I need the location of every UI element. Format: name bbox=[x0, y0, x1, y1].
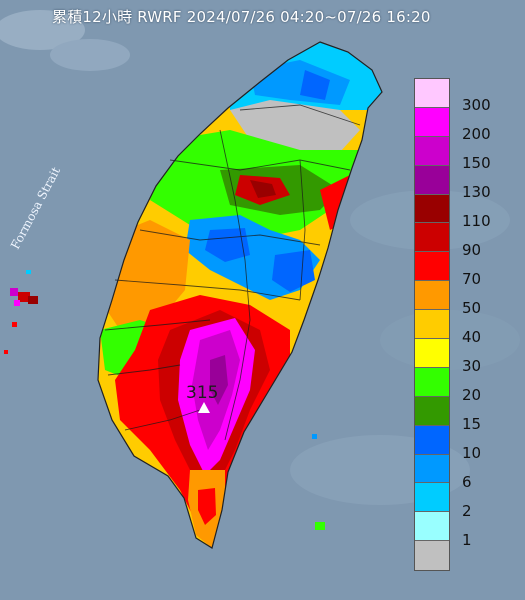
legend-label: 90 bbox=[462, 241, 482, 259]
legend-swatch bbox=[415, 223, 449, 253]
legend-label: 30 bbox=[462, 357, 482, 375]
legend-swatch bbox=[415, 252, 449, 282]
legend-label: 110 bbox=[462, 212, 491, 230]
legend-label: 2 bbox=[462, 502, 472, 520]
legend-swatch bbox=[415, 165, 449, 195]
legend-label: 20 bbox=[462, 386, 482, 404]
legend-swatch bbox=[415, 339, 449, 368]
legend-swatch bbox=[415, 194, 449, 224]
legend-swatch bbox=[415, 79, 449, 108]
legend-swatch bbox=[415, 396, 449, 426]
legend-label: 15 bbox=[462, 415, 482, 433]
peak-value: 315 bbox=[186, 383, 219, 403]
legend-swatch bbox=[415, 310, 449, 340]
map-title: 累積12小時 RWRF 2024/07/26 04:20~07/26 16:20 bbox=[52, 8, 431, 26]
legend-swatch bbox=[415, 281, 449, 311]
legend-swatch bbox=[415, 483, 449, 513]
legend-swatch bbox=[415, 425, 449, 455]
legend-label: 10 bbox=[462, 444, 482, 462]
legend-label: 6 bbox=[462, 473, 472, 491]
legend-label: 50 bbox=[462, 299, 482, 317]
color-legend bbox=[414, 78, 450, 572]
legend-swatch bbox=[415, 512, 449, 542]
legend-label: 130 bbox=[462, 183, 491, 201]
taiwan-island bbox=[97, 41, 383, 549]
legend-swatch bbox=[415, 454, 449, 484]
legend-label: 150 bbox=[462, 154, 491, 172]
legend-swatch bbox=[415, 541, 449, 571]
legend-swatch bbox=[415, 107, 449, 137]
offshore-islands-east bbox=[312, 434, 325, 530]
penghu-islands bbox=[4, 270, 38, 354]
legend-label: 1 bbox=[462, 531, 472, 549]
legend-label: 40 bbox=[462, 328, 482, 346]
legend-label: 70 bbox=[462, 270, 482, 288]
triangle-marker-icon bbox=[198, 402, 210, 413]
legend-label: 200 bbox=[462, 125, 491, 143]
legend-label: 300 bbox=[462, 96, 491, 114]
legend-swatch bbox=[415, 136, 449, 166]
legend-swatch bbox=[415, 367, 449, 397]
